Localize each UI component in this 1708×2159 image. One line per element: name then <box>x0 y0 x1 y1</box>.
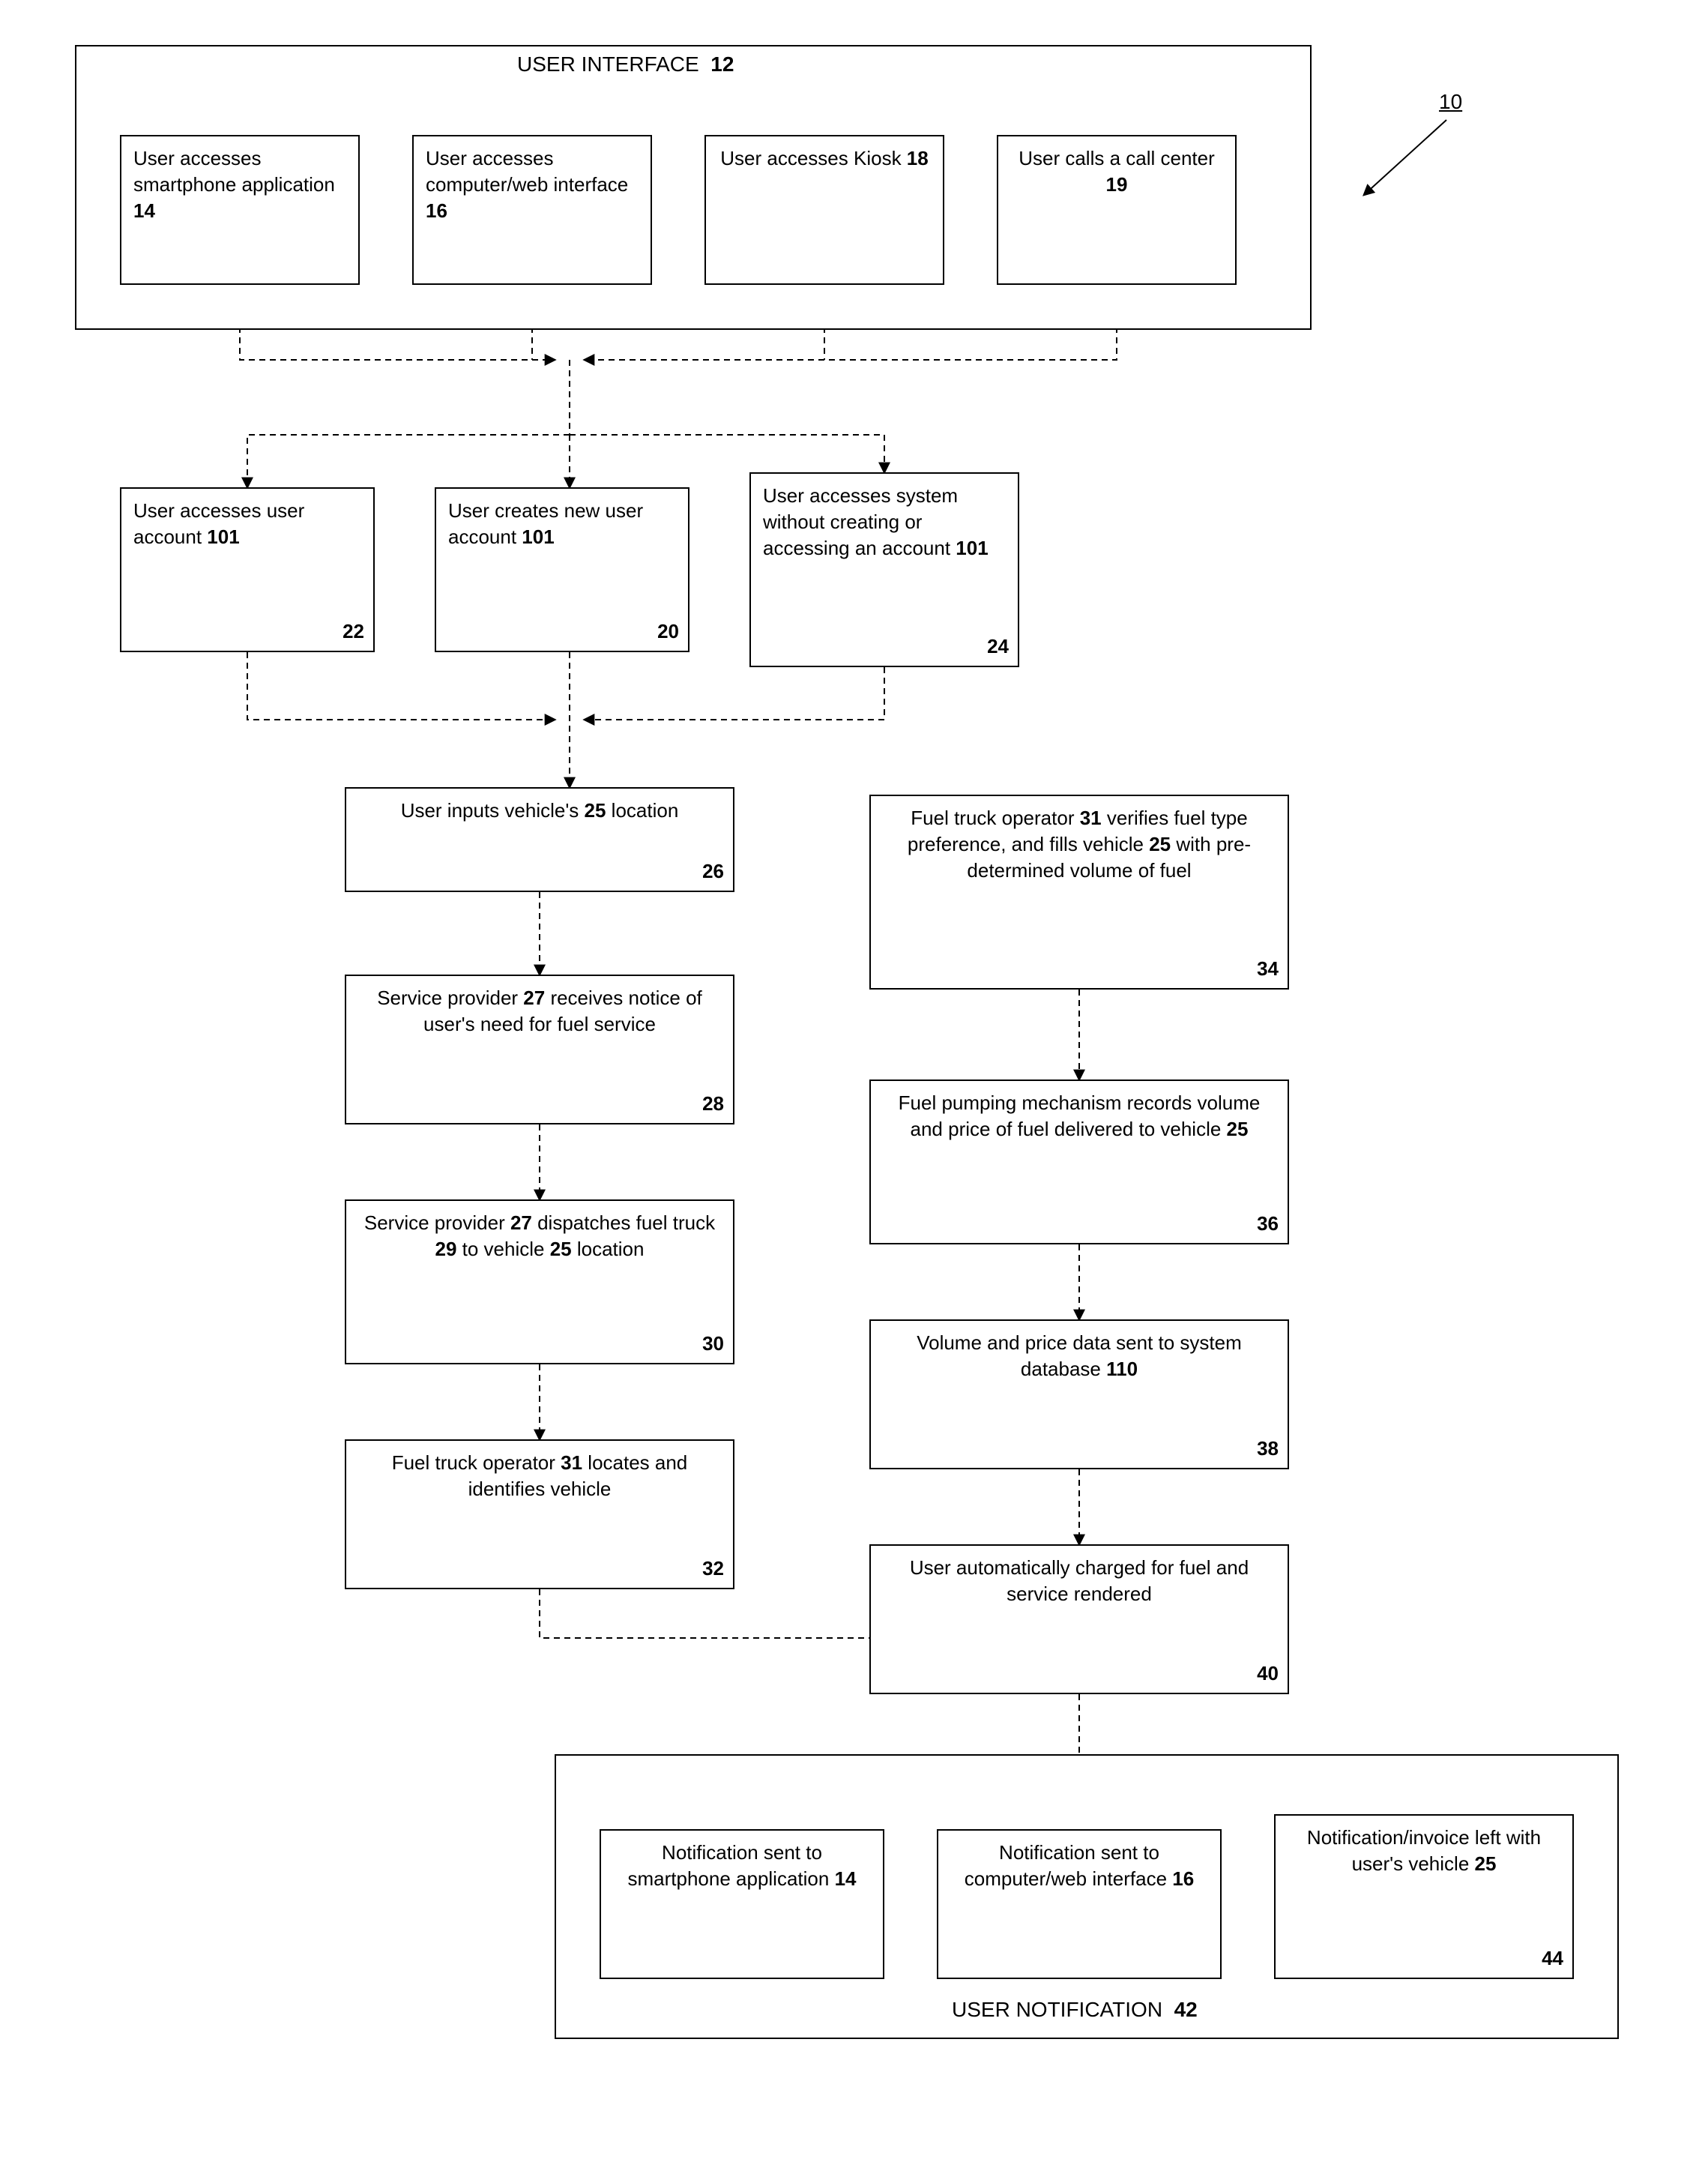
node-provider-notice: Service provider 27 receives notice of u… <box>345 975 734 1124</box>
node-bold-ref: 101 <box>956 537 988 559</box>
node-user-charged: User automatically charged for fuel and … <box>869 1544 1289 1694</box>
node-bold-ref: 101 <box>522 526 554 548</box>
node-refnum: 24 <box>987 633 1009 660</box>
node-bold: 31 <box>1080 807 1102 829</box>
node-bold: 14 <box>835 1867 857 1890</box>
node-operator-locates: Fuel truck operator 31 locates and ident… <box>345 1439 734 1589</box>
node-bold-ref: 19 <box>1106 173 1128 196</box>
node-text: User accesses computer/web interface <box>426 147 628 196</box>
node-bold: 25 <box>1227 1118 1249 1140</box>
node-text: User accesses Kiosk <box>720 147 907 169</box>
node-bold: 25 <box>585 799 606 822</box>
node-text: dispatches fuel truck <box>532 1211 715 1234</box>
node-text: User automatically charged for fuel and … <box>910 1556 1249 1605</box>
node-text: location <box>572 1238 645 1260</box>
node-verify-fill: Fuel truck operator 31 verifies fuel typ… <box>869 795 1289 990</box>
node-notif-invoice: Notification/invoice left with user's ve… <box>1274 1814 1574 1979</box>
container-notif-title-text: USER NOTIFICATION <box>952 1998 1162 2021</box>
node-text: Notification sent to smartphone applicat… <box>628 1841 835 1890</box>
node-bold-ref: 14 <box>133 199 155 222</box>
node-create-account: User creates new user account 101 20 <box>435 487 689 652</box>
node-text: Service provider <box>377 987 523 1009</box>
node-kiosk: User accesses Kiosk 18 <box>704 135 944 285</box>
node-bold: 110 <box>1106 1358 1138 1380</box>
node-call-center: User calls a call center 19 <box>997 135 1237 285</box>
node-refnum: 30 <box>702 1331 724 1357</box>
node-text: Fuel truck operator <box>392 1451 561 1474</box>
node-text: Service provider <box>364 1211 510 1234</box>
node-text: location <box>606 799 678 822</box>
node-bold-ref: 101 <box>207 526 239 548</box>
node-data-sent: Volume and price data sent to system dat… <box>869 1319 1289 1469</box>
container-ui-title-text: USER INTERFACE <box>517 52 699 76</box>
node-text: Volume and price data sent to system dat… <box>917 1331 1242 1380</box>
node-web-interface: User accesses computer/web interface 16 <box>412 135 652 285</box>
node-refnum: 40 <box>1257 1660 1279 1687</box>
node-refnum: 44 <box>1542 1945 1563 1972</box>
node-bold: 27 <box>510 1211 532 1234</box>
node-notif-smartphone: Notification sent to smartphone applicat… <box>600 1829 884 1979</box>
node-refnum: 22 <box>342 618 364 645</box>
container-user-interface-title: USER INTERFACE 12 <box>517 52 734 76</box>
node-bold: 25 <box>550 1238 572 1260</box>
node-access-account: User accesses user account 101 22 <box>120 487 375 652</box>
node-text: Fuel truck operator <box>911 807 1079 829</box>
node-refnum: 20 <box>657 618 679 645</box>
node-bold: 29 <box>435 1238 457 1260</box>
node-text: to vehicle <box>456 1238 549 1260</box>
node-no-account: User accesses system without creating or… <box>749 472 1019 667</box>
node-bold: 31 <box>561 1451 582 1474</box>
node-record-volume: Fuel pumping mechanism records volume an… <box>869 1080 1289 1244</box>
node-text: Notification sent to computer/web interf… <box>965 1841 1172 1890</box>
node-bold: 25 <box>1475 1852 1497 1875</box>
flowchart-canvas: USER INTERFACE 12 USER NOTIFICATION 42 U… <box>30 30 1679 2129</box>
node-text: Fuel pumping mechanism records volume an… <box>899 1091 1261 1140</box>
node-text: Notification/invoice left with user's ve… <box>1307 1826 1541 1875</box>
node-text: User inputs vehicle's <box>401 799 585 822</box>
figure-reference-label: 10 <box>1439 90 1462 114</box>
node-refnum: 26 <box>702 858 724 885</box>
container-user-notification-title: USER NOTIFICATION 42 <box>952 1998 1198 2022</box>
container-notif-ref: 42 <box>1174 1998 1198 2021</box>
node-text: User accesses smartphone application <box>133 147 335 196</box>
node-text: User accesses system without creating or… <box>763 484 958 559</box>
node-bold-ref: 16 <box>426 199 447 222</box>
node-refnum: 36 <box>1257 1211 1279 1237</box>
node-refnum: 38 <box>1257 1436 1279 1462</box>
node-refnum: 34 <box>1257 956 1279 982</box>
container-ui-ref: 12 <box>710 52 734 76</box>
node-dispatch-truck: Service provider 27 dispatches fuel truc… <box>345 1199 734 1364</box>
node-notif-web: Notification sent to computer/web interf… <box>937 1829 1222 1979</box>
node-refnum: 28 <box>702 1091 724 1117</box>
node-refnum: 32 <box>702 1556 724 1582</box>
node-bold-ref: 18 <box>907 147 929 169</box>
node-bold: 25 <box>1149 833 1171 855</box>
node-text: User calls a call center <box>1019 147 1215 169</box>
node-bold: 16 <box>1172 1867 1194 1890</box>
node-bold: 27 <box>523 987 545 1009</box>
node-input-location: User inputs vehicle's 25 location 26 <box>345 787 734 892</box>
node-smartphone-app: User accesses smartphone application 14 <box>120 135 360 285</box>
